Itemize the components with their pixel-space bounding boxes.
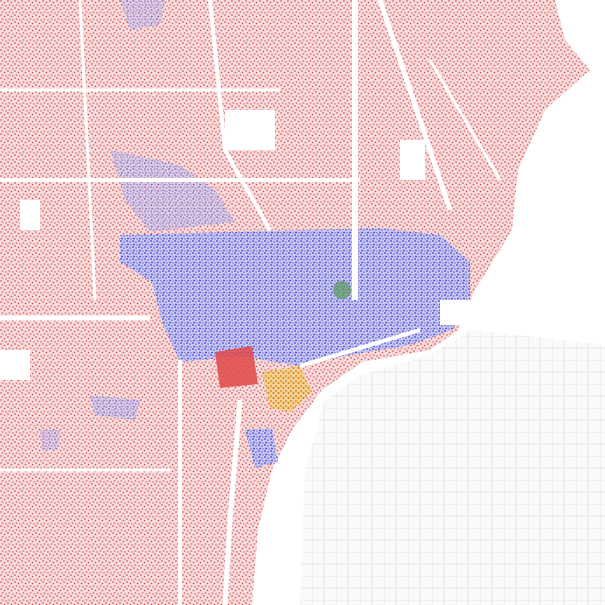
- park: [0, 350, 30, 380]
- blue-area: [120, 0, 165, 30]
- blue-area: [90, 395, 140, 420]
- road: [78, 0, 97, 301]
- road: [377, 0, 453, 211]
- blue-area: [245, 428, 278, 468]
- blue-area: [110, 150, 235, 232]
- open-land: [0, 110, 470, 380]
- orange-area: [262, 366, 312, 412]
- red-dense-area: [215, 346, 258, 388]
- green-area: [333, 281, 351, 299]
- park: [400, 140, 425, 180]
- park: [20, 200, 40, 230]
- road: [222, 399, 243, 605]
- park: [225, 110, 275, 150]
- blue-area: [120, 228, 470, 366]
- blue-area: [40, 430, 60, 450]
- park: [440, 300, 470, 325]
- road: [428, 59, 502, 181]
- road: [299, 328, 421, 368]
- canada-shore: [300, 330, 605, 605]
